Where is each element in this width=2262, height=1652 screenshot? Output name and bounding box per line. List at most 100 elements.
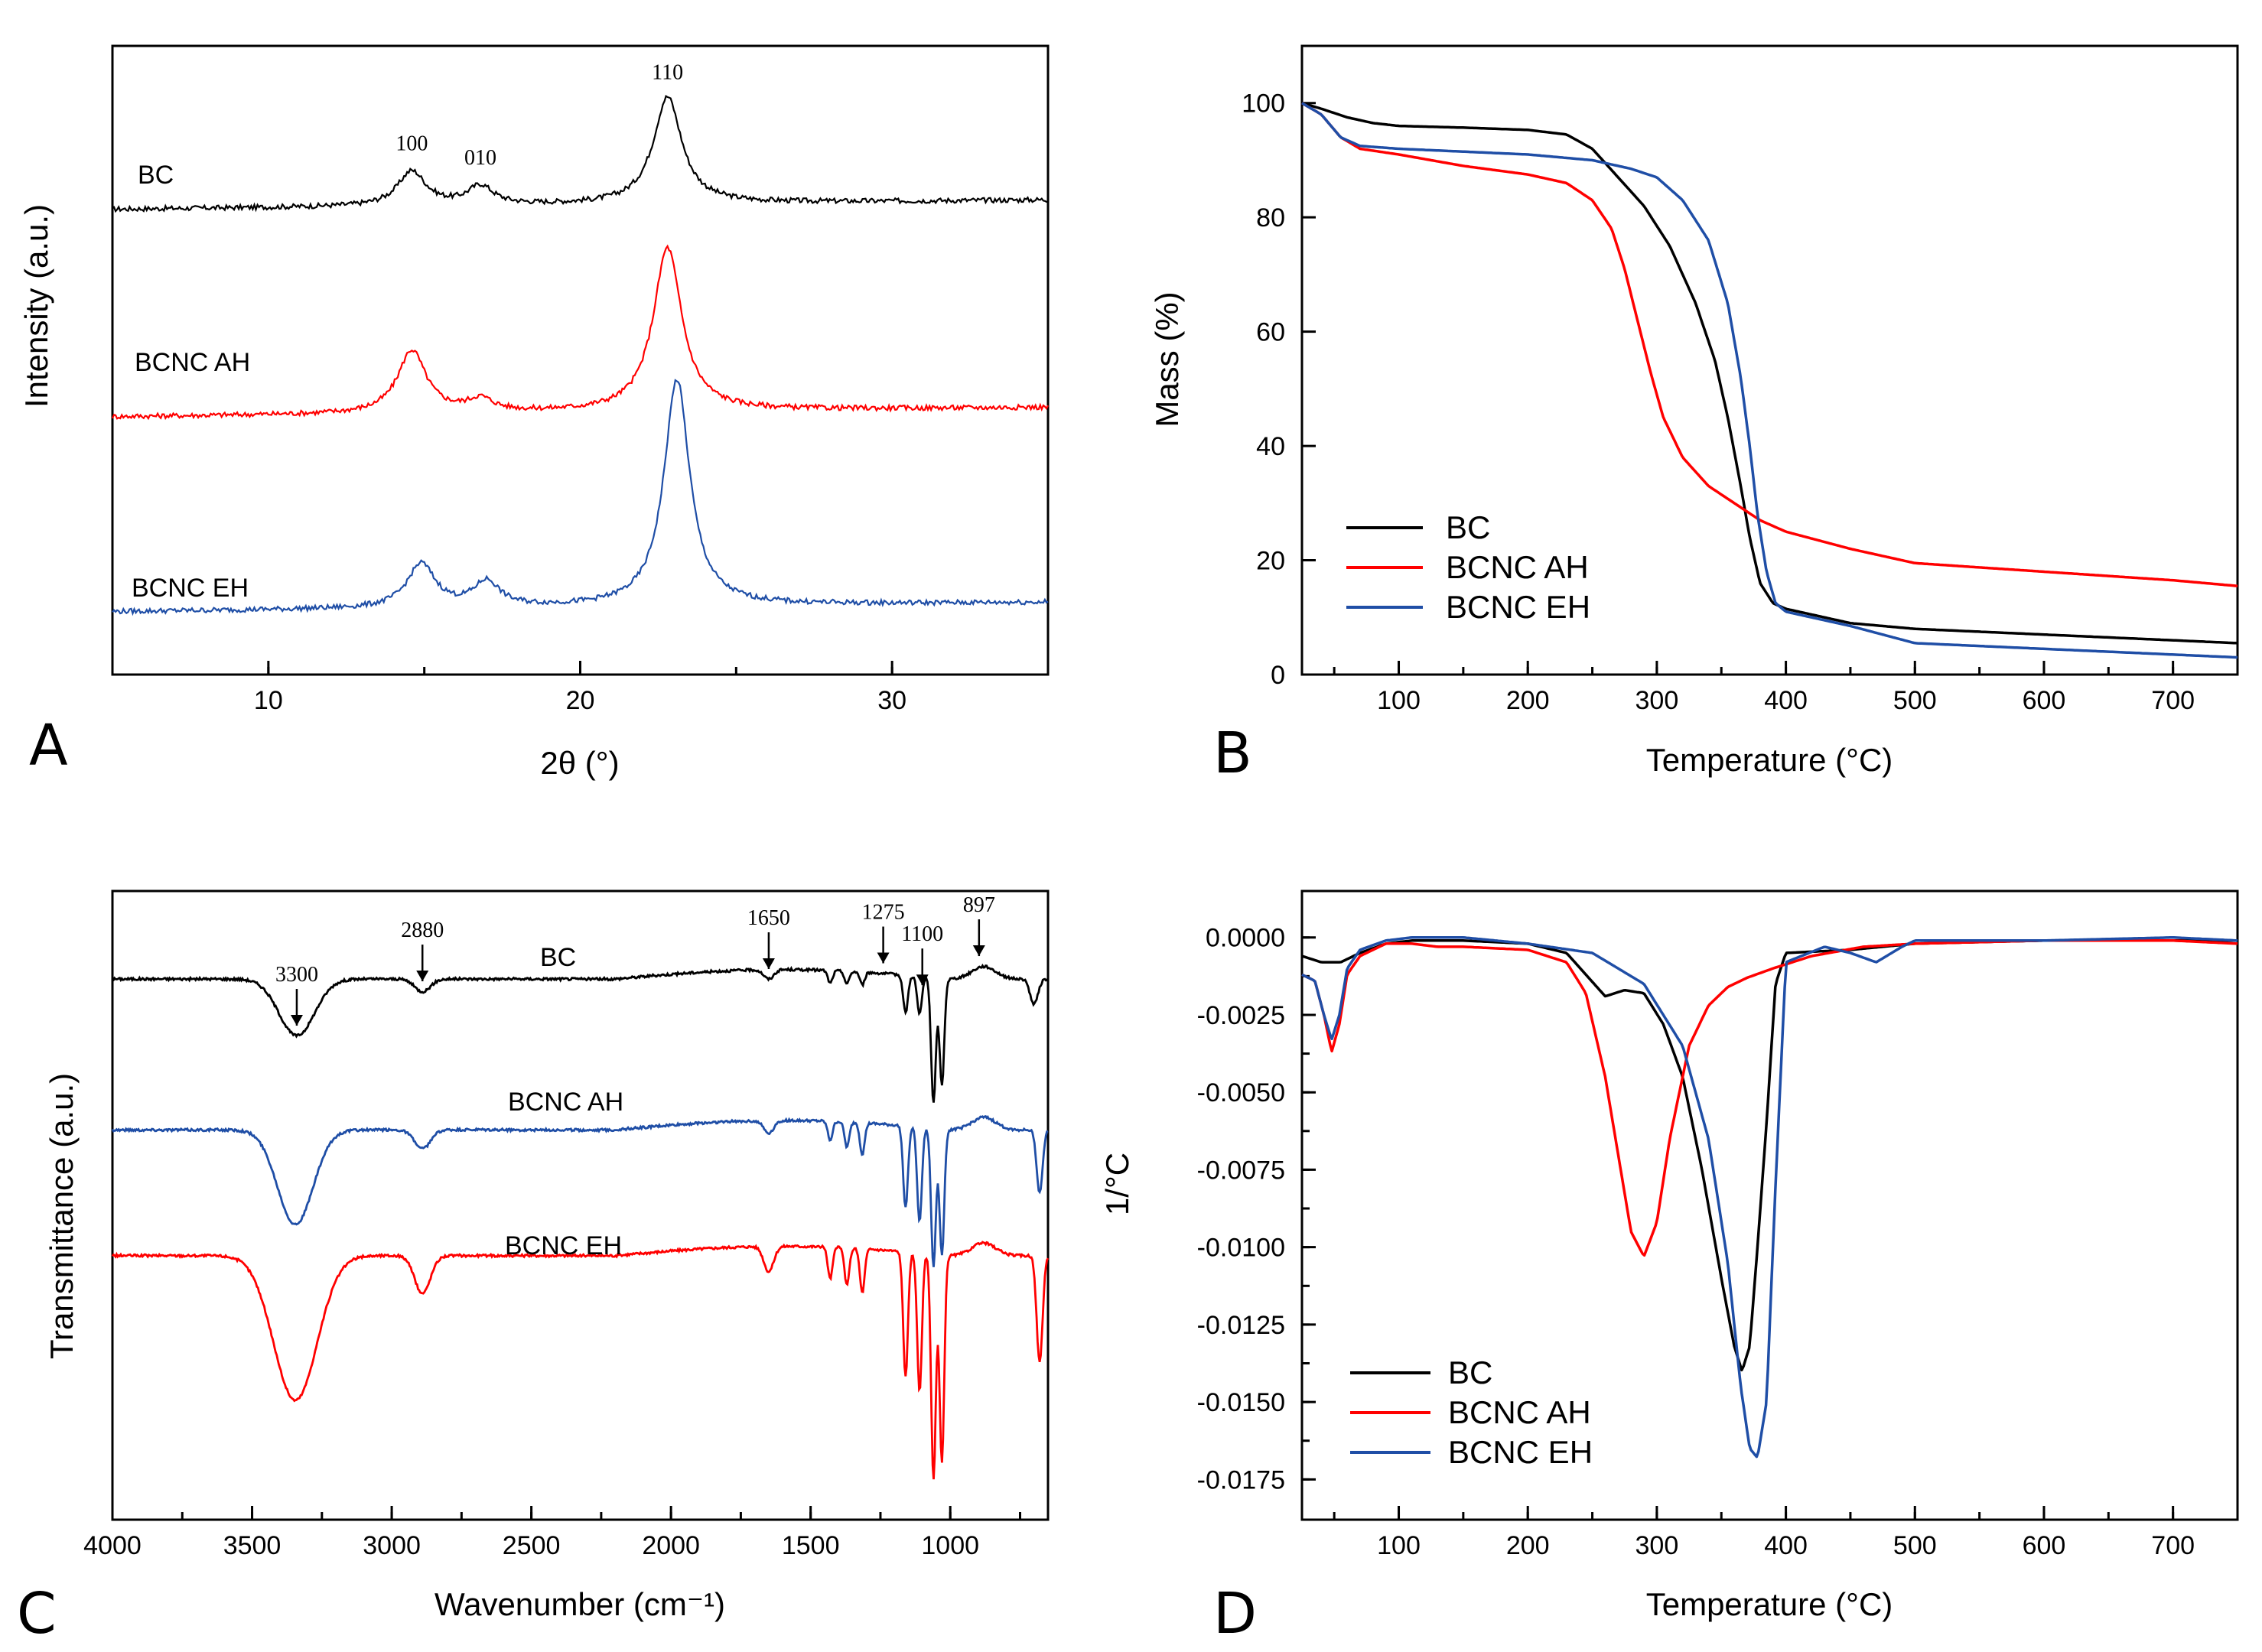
panel-b-legend-bcnc-ah: BCNC AH xyxy=(1446,549,1589,585)
band-arrow-head-3300 xyxy=(290,1015,303,1026)
panel-d-legend-bcnc-eh: BCNC EH xyxy=(1448,1434,1593,1470)
peak-label-110: 110 xyxy=(652,61,683,85)
series-line-b-bc xyxy=(1301,102,2238,645)
panel-d-dtg: Temperature (°C) 1/°C 100 200 300 400 500 600… xyxy=(1099,889,2239,1647)
y-tick-label-d: -0.0050 xyxy=(1197,1078,1285,1107)
panel-b-tga: Temperature (°C) Mass (%) 100 200 300 400 50… xyxy=(1149,44,2239,786)
x-tick-label-c-2500: 2500 xyxy=(503,1531,561,1560)
panel-d-legend-bc: BC xyxy=(1448,1354,1492,1390)
panel-c-curve-label-bcnc-eh: BCNC EH xyxy=(505,1231,622,1260)
panel-b-legend-bcnc-eh: BCNC EH xyxy=(1446,589,1590,625)
y-tick-label-b: 80 xyxy=(1256,203,1285,233)
band-arrow-head-1275 xyxy=(877,952,890,964)
x-tick-label-d-100: 100 xyxy=(1377,1531,1421,1560)
series-line-a-bcnc-ah xyxy=(111,244,1049,421)
panel-c-x-axis-label: Wavenumber (cm⁻¹) xyxy=(434,1586,725,1622)
y-tick-label-d: -0.0100 xyxy=(1197,1234,1285,1263)
band-label-897: 897 xyxy=(963,893,995,917)
x-tick-label-b-300: 300 xyxy=(1635,686,1679,715)
series-line-a-bcnc-eh xyxy=(112,379,1049,616)
panel-c-x-ticks: 4000 3500 3000 2500 2000 1500 1000 xyxy=(83,1506,1021,1560)
panel-c-curve-label-bc: BC xyxy=(540,943,576,972)
y-tick-label-b: 100 xyxy=(1242,89,1285,119)
x-tick-label-c-1000: 1000 xyxy=(921,1531,979,1560)
x-tick-label-c-3000: 3000 xyxy=(363,1531,421,1560)
panel-d-legend-bcnc-ah: BCNC AH xyxy=(1448,1394,1591,1430)
series-line-c-bc xyxy=(112,963,1049,1103)
x-tick-label-b-200: 200 xyxy=(1506,686,1550,715)
x-tick-label-a-30: 30 xyxy=(877,686,906,715)
y-tick-label-d: -0.0175 xyxy=(1197,1465,1285,1494)
panel-b-legend-bc: BC xyxy=(1446,509,1490,545)
y-tick-label-b: 20 xyxy=(1256,547,1285,576)
series-line-d-bcnc-ah xyxy=(1301,939,2238,1257)
panel-d-legend: BC BCNC AH BCNC EH xyxy=(1350,1354,1593,1470)
panel-a-curve-label-bc: BC xyxy=(138,161,174,190)
band-arrow-head-1100 xyxy=(916,974,929,986)
panel-a-frame xyxy=(111,44,1050,676)
x-tick-label-b-700: 700 xyxy=(2151,686,2195,715)
band-label-3300: 3300 xyxy=(275,963,318,987)
panel-a-curve-label-bcnc-ah: BCNC AH xyxy=(135,348,250,377)
y-tick-label-d: -0.0025 xyxy=(1197,1001,1285,1030)
series-line-d-bcnc-eh xyxy=(1301,935,2238,1459)
panel-b-series xyxy=(1301,102,2238,659)
panel-d-frame xyxy=(1300,889,2239,1521)
panel-b-y-axis-label: Mass (%) xyxy=(1149,291,1185,427)
x-tick-label-c-4000: 4000 xyxy=(83,1531,142,1560)
series-line-b-bcnc-eh xyxy=(1301,102,2238,659)
x-tick-label-d-600: 600 xyxy=(2023,1531,2066,1560)
x-tick-label-d-700: 700 xyxy=(2151,1531,2195,1560)
panel-d-x-axis-label: Temperature (°C) xyxy=(1646,1586,1893,1622)
panel-b-frame xyxy=(1300,44,2239,676)
panel-c-y-axis-label: Transmittance (a.u.) xyxy=(44,1073,80,1359)
y-tick-label-d: -0.0125 xyxy=(1197,1311,1285,1340)
series-line-c-bcnc-eh xyxy=(111,1241,1050,1480)
band-label-1650: 1650 xyxy=(747,906,790,930)
panel-label-b: B xyxy=(1213,720,1252,786)
panel-a-y-axis-label: Intensity (a.u.) xyxy=(18,204,54,408)
band-arrow-head-1650 xyxy=(762,958,775,969)
y-tick-label-d: 0.0000 xyxy=(1206,924,1285,953)
x-tick-label-c-3500: 3500 xyxy=(223,1531,282,1560)
panel-a-x-axis-label: 2θ (°) xyxy=(540,745,619,781)
y-tick-label-d: -0.0150 xyxy=(1197,1388,1285,1417)
y-tick-label-b: 40 xyxy=(1256,432,1285,461)
x-tick-label-a-20: 20 xyxy=(566,686,595,715)
panel-c-series xyxy=(111,963,1050,1480)
peak-label-100: 100 xyxy=(395,132,428,156)
panel-label-a: A xyxy=(29,713,68,779)
panel-a-x-ticks: 10 20 30 xyxy=(111,661,1050,715)
band-label-2880: 2880 xyxy=(401,919,444,942)
panel-d-ticks: 100 200 300 400 500 600 700 0.0000 -0.0025 -0.005… xyxy=(1197,924,2239,1560)
x-tick-label-d-400: 400 xyxy=(1764,1531,1808,1560)
x-tick-label-c-1500: 1500 xyxy=(782,1531,840,1560)
panel-d-y-axis-label: 1/°C xyxy=(1099,1153,1135,1215)
panel-a-series xyxy=(111,95,1049,616)
x-tick-label-c-2000: 2000 xyxy=(642,1531,700,1560)
panel-a-curve-label-bcnc-eh: BCNC EH xyxy=(132,574,249,603)
peak-label-010: 010 xyxy=(464,146,496,170)
band-arrow-head-2880 xyxy=(416,971,429,982)
series-line-c-bcnc-ah xyxy=(111,1114,1049,1267)
y-tick-label-b: 0 xyxy=(1271,661,1285,690)
y-tick-label-b: 60 xyxy=(1256,318,1285,347)
panel-label-d: D xyxy=(1213,1581,1257,1647)
panel-c-curve-label-bcnc-ah: BCNC AH xyxy=(508,1088,623,1117)
panel-b-legend: BC BCNC AH BCNC EH xyxy=(1346,509,1590,625)
panel-a-peak-labels: 100 010 110 xyxy=(395,61,683,171)
x-tick-label-b-600: 600 xyxy=(2023,686,2066,715)
x-tick-label-d-200: 200 xyxy=(1506,1531,1550,1560)
x-tick-label-b-400: 400 xyxy=(1764,686,1808,715)
series-line-b-bcnc-ah xyxy=(1301,102,2238,587)
panel-label-c: C xyxy=(17,1581,57,1647)
band-label-1100: 1100 xyxy=(901,922,943,946)
panel-c-ftir: Wavenumber (cm⁻¹) Transmittance (a.u.) 4… xyxy=(17,889,1050,1647)
x-tick-label-a-10: 10 xyxy=(254,686,283,715)
band-label-1275: 1275 xyxy=(862,901,905,925)
x-tick-label-b-100: 100 xyxy=(1377,686,1421,715)
panel-b-ticks: 100 200 300 400 500 600 700 0 20 40 60 80 100 xyxy=(1242,89,2239,715)
panel-b-x-axis-label: Temperature (°C) xyxy=(1646,742,1893,778)
